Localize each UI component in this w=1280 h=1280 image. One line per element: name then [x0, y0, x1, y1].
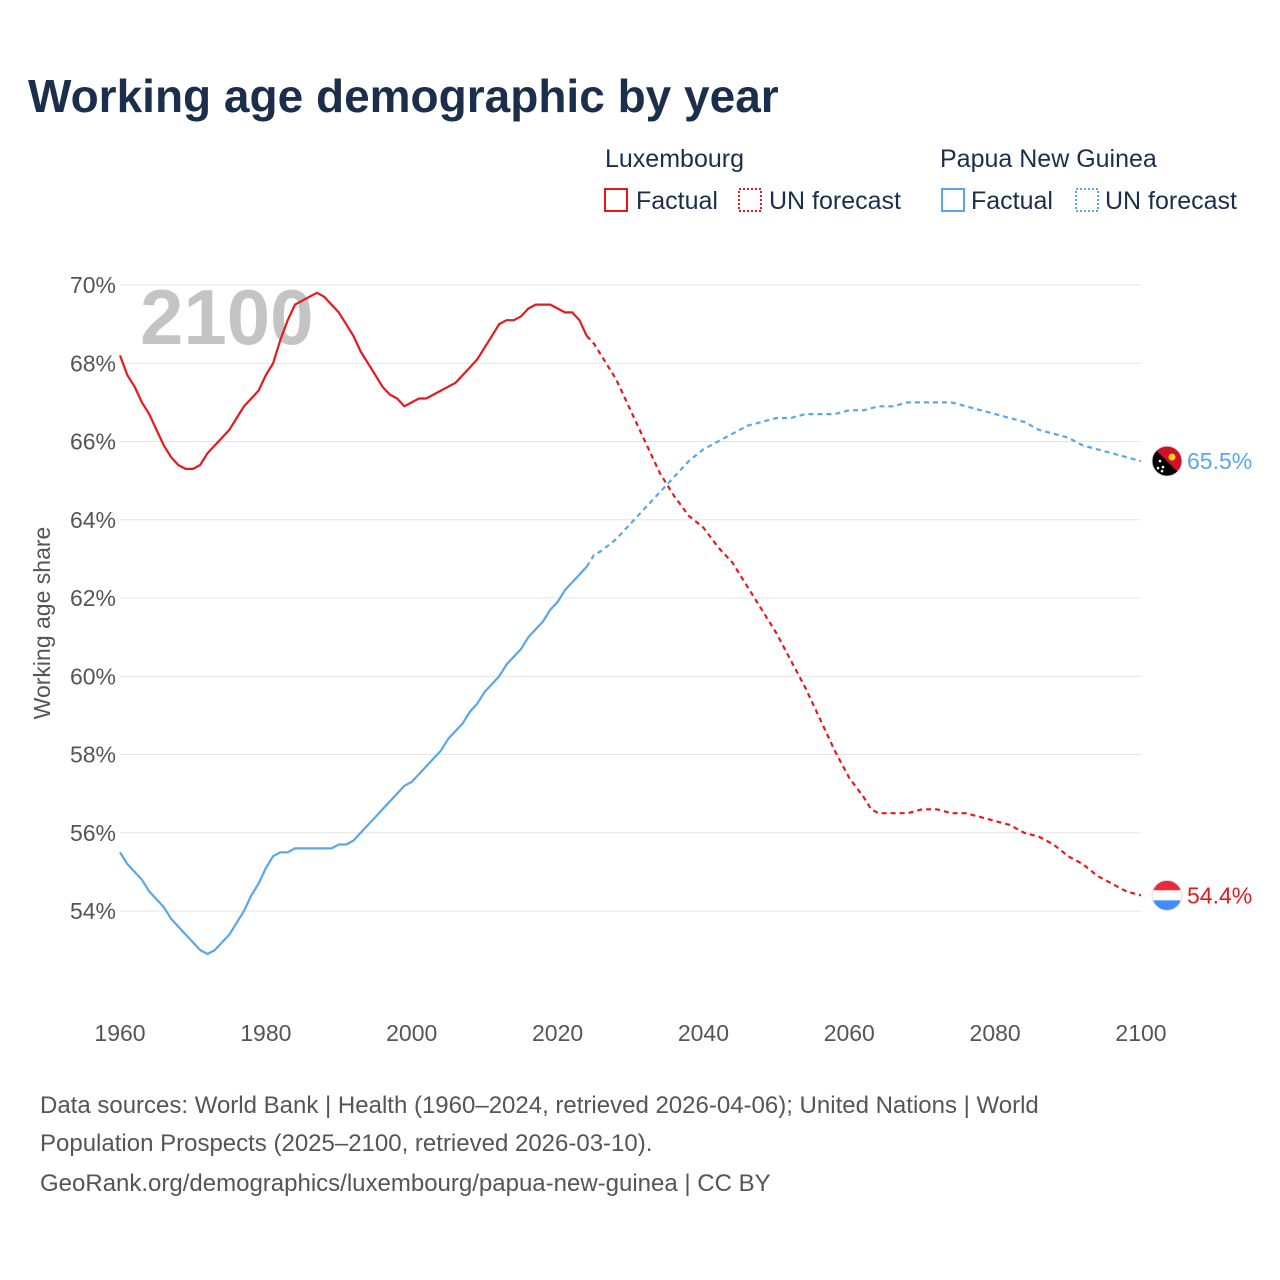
x-tick-label-2060: 2060 [824, 1020, 875, 1046]
legend-label-luxembourg-factual: Factual [636, 187, 718, 215]
legend-country-luxembourg: Luxembourg [605, 145, 744, 173]
source-note: Data sources: World Bank | Health (1960–… [40, 1092, 1039, 1197]
luxembourg-flag-icon [1151, 879, 1183, 911]
legend-swatch-luxembourg-factual [604, 188, 628, 212]
y-tick-label-60: 60% [70, 663, 116, 689]
y-tick-label-68: 68% [70, 350, 116, 376]
x-axis-ticks: 1960 1980 2000 2020 2040 2060 2080 2100 [94, 1020, 1166, 1046]
series-line-papua-new-guinea-factual [119, 565, 588, 956]
series-line-papua-new-guinea-forecast [585, 401, 1142, 568]
x-tick-label-1980: 1980 [240, 1020, 291, 1046]
x-tick-label-1960: 1960 [94, 1020, 145, 1046]
legend-country-papua-new-guinea: Papua New Guinea [940, 145, 1157, 173]
series-endpoints: 54.4% 65.5% [1151, 445, 1252, 911]
y-tick-label-64: 64% [70, 507, 116, 533]
legend-luxembourg[interactable]: Luxembourg Factual UN forecast [604, 145, 901, 215]
legend-label-png-forecast: UN forecast [1105, 187, 1237, 215]
gridlines [120, 284, 1141, 912]
legend-label-luxembourg-forecast: UN forecast [769, 187, 901, 215]
y-axis-ticks: 54% 56% 58% 60% 62% 64% 66% 68% 70% [70, 272, 116, 924]
series-lines [118, 291, 1142, 956]
legend-swatch-png-forecast [1075, 188, 1099, 212]
y-tick-label-56: 56% [70, 820, 116, 846]
series-line-luxembourg-forecast [585, 335, 1142, 897]
y-tick-label-54: 54% [70, 898, 116, 924]
y-axis-title: Working age share [29, 527, 55, 720]
y-tick-label-70: 70% [70, 272, 116, 298]
x-tick-label-2000: 2000 [386, 1020, 437, 1046]
year-watermark: 2100 [140, 273, 314, 361]
x-tick-label-2100: 2100 [1115, 1020, 1166, 1046]
legend-swatch-luxembourg-forecast [738, 188, 762, 212]
source-line-3[interactable]: GeoRank.org/demographics/luxembourg/papu… [40, 1170, 771, 1197]
x-tick-label-2040: 2040 [678, 1020, 729, 1046]
chart-title: Working age demographic by year [28, 70, 779, 122]
y-tick-label-62: 62% [70, 585, 116, 611]
series-line-luxembourg-factual [118, 291, 588, 470]
end-label-papua-new-guinea: 65.5% [1187, 448, 1252, 474]
legend-papua-new-guinea[interactable]: Papua New Guinea Factual UN forecast [940, 145, 1237, 215]
papua-new-guinea-flag-icon [1151, 445, 1183, 477]
source-line-1: Data sources: World Bank | Health (1960–… [40, 1092, 1039, 1119]
legend-label-png-factual: Factual [971, 187, 1053, 215]
x-tick-label-2020: 2020 [532, 1020, 583, 1046]
legend-swatch-png-factual [941, 188, 965, 212]
x-tick-label-2080: 2080 [970, 1020, 1021, 1046]
y-tick-label-58: 58% [70, 742, 116, 768]
source-line-2: Population Prospects (2025–2100, retriev… [40, 1130, 652, 1157]
end-label-luxembourg: 54.4% [1187, 882, 1252, 908]
y-tick-label-66: 66% [70, 429, 116, 455]
